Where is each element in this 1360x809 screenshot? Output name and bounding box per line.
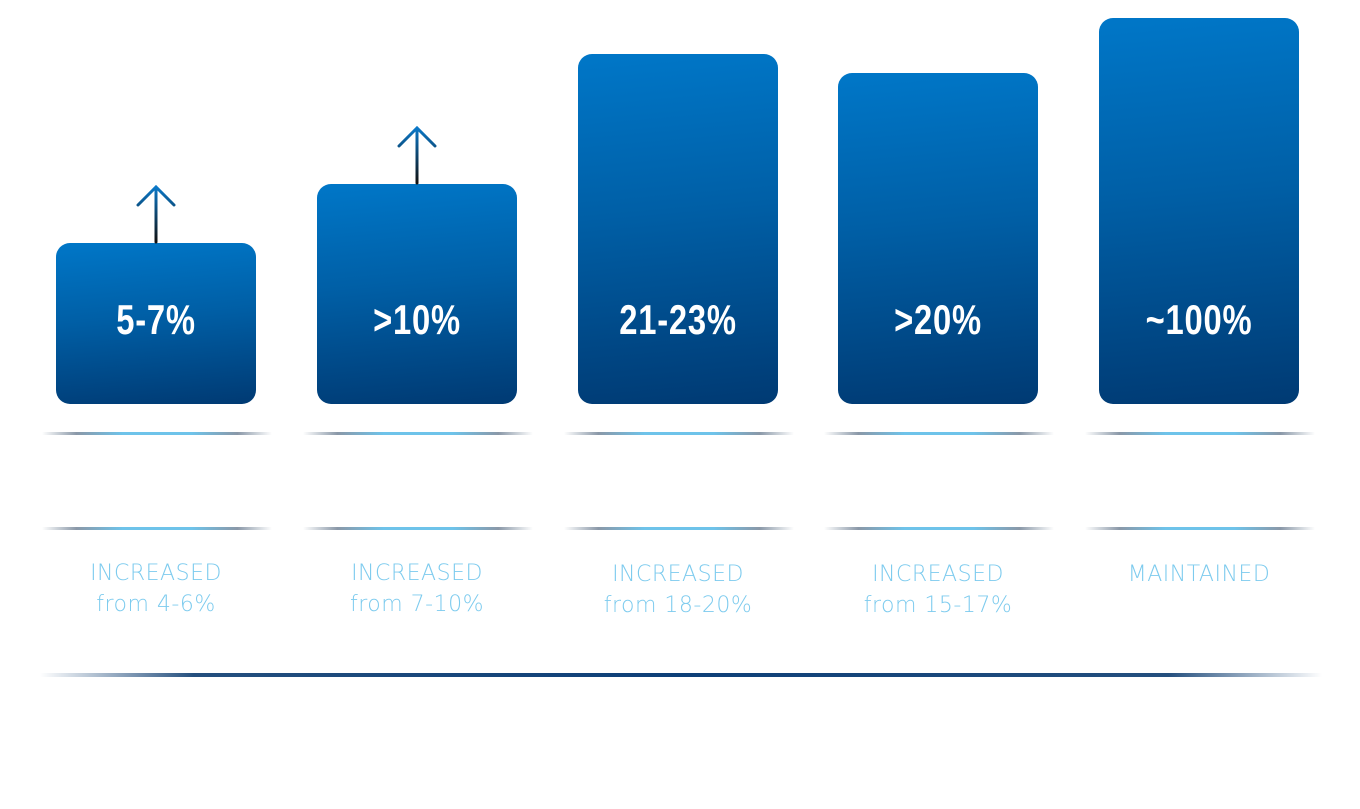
lower-divider bbox=[824, 527, 1054, 530]
lower-divider bbox=[42, 527, 272, 530]
lower-divider bbox=[1085, 527, 1315, 530]
lower-divider bbox=[303, 527, 533, 530]
bar-caption: MAINTAINED bbox=[1069, 559, 1329, 590]
bar-value-label: 21-23% bbox=[619, 296, 737, 343]
caption-status: INCREASED bbox=[612, 562, 744, 587]
bar-caption: INCREASED from 7-10% bbox=[287, 558, 547, 620]
upper-divider bbox=[824, 432, 1054, 435]
upper-divider bbox=[303, 432, 533, 435]
bar-5: ~100% bbox=[1099, 18, 1299, 404]
caption-status: MAINTAINED bbox=[1127, 562, 1271, 587]
caption-status: INCREASED bbox=[351, 561, 483, 586]
bar-3: 21-23% bbox=[578, 54, 778, 404]
bar-value-label: 5-7% bbox=[116, 296, 196, 343]
caption-detail: from 15-17% bbox=[863, 593, 1013, 618]
up-arrow-icon bbox=[136, 184, 176, 244]
bar-caption: INCREASED from 18-20% bbox=[548, 559, 808, 621]
bar-caption: INCREASED from 15-17% bbox=[808, 559, 1068, 621]
bar-2: >10% bbox=[317, 184, 517, 404]
caption-status: INCREASED bbox=[872, 562, 1004, 587]
bar-4: >20% bbox=[838, 73, 1038, 404]
baseline-divider bbox=[40, 673, 1322, 677]
bar-value-label: >20% bbox=[894, 296, 982, 343]
upper-divider bbox=[42, 432, 272, 435]
upper-divider bbox=[564, 432, 794, 435]
bar-value-label: ~100% bbox=[1145, 296, 1253, 343]
up-arrow-icon bbox=[397, 125, 437, 185]
bar-1: 5-7% bbox=[56, 243, 256, 404]
caption-detail: from 4-6% bbox=[96, 592, 216, 617]
caption-detail: from 18-20% bbox=[603, 593, 753, 618]
caption-status: INCREASED bbox=[90, 561, 222, 586]
bar-value-label: >10% bbox=[373, 296, 461, 343]
bar-caption: INCREASED from 4-6% bbox=[26, 558, 286, 620]
caption-detail: from 7-10% bbox=[349, 592, 485, 617]
upper-divider bbox=[1085, 432, 1315, 435]
lower-divider bbox=[564, 527, 794, 530]
